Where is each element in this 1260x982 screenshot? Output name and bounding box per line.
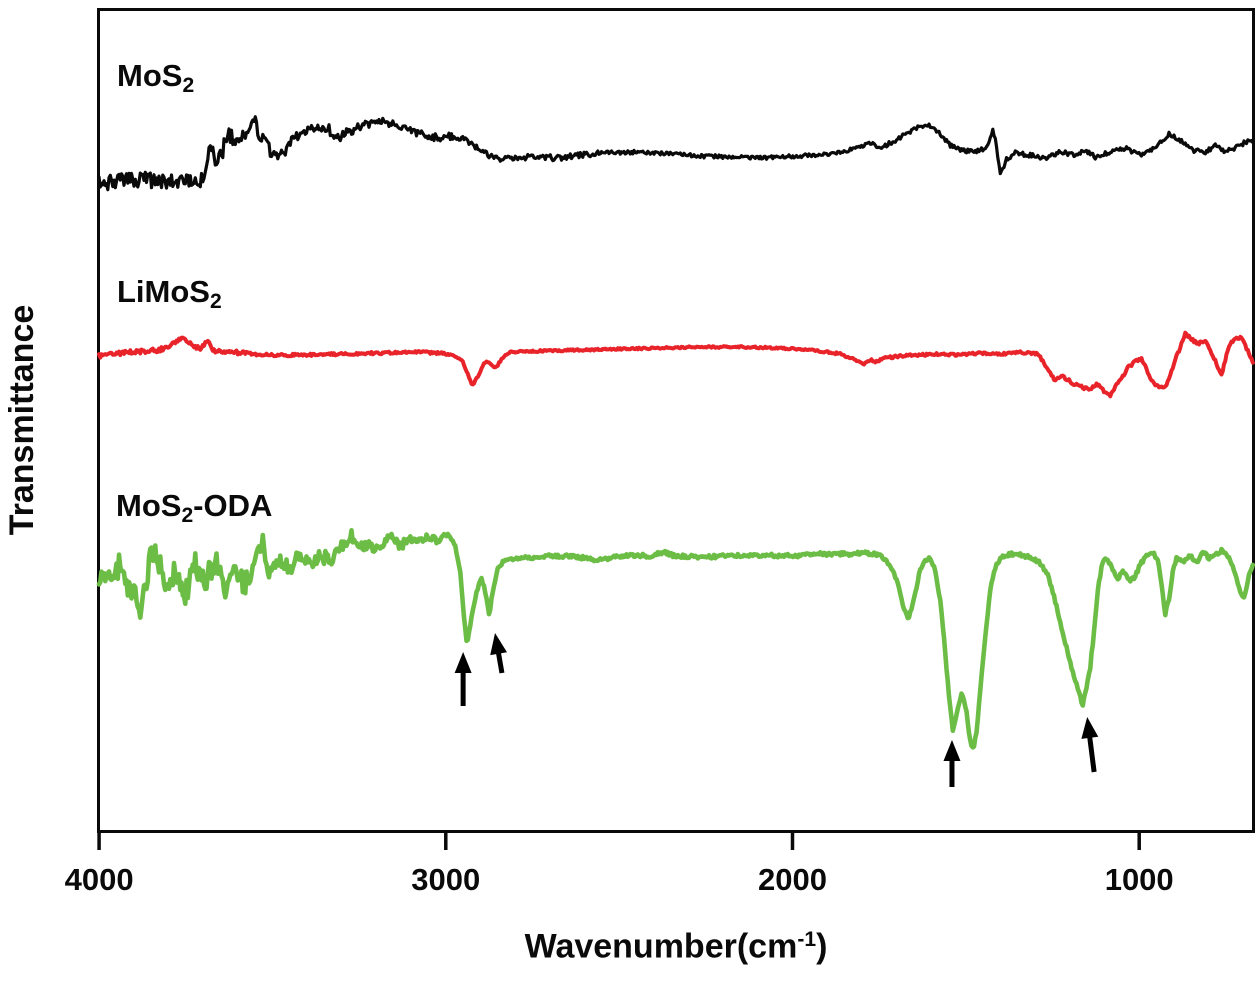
x-tick-label: 3000 [411, 862, 481, 897]
spectrum-mos2 [97, 115, 1255, 192]
peak-arrow-head [454, 652, 472, 673]
x-tick-label: 1000 [1104, 862, 1174, 897]
y-axis-title: Transmittance [3, 304, 41, 536]
y-axis-title-text: Transmittance [3, 304, 41, 536]
x-tick-label: 4000 [64, 862, 134, 897]
series-label-mos2: MoS2 [117, 58, 195, 97]
peak-arrow-head [1081, 717, 1099, 739]
series-label-limos2: LiMoS2 [117, 274, 222, 313]
spectrum-limos2 [97, 330, 1255, 399]
series-label-mos2-oda: MoS2-ODA [116, 488, 273, 527]
peak-arrow-head [490, 633, 507, 656]
spectrum-mos2-oda [96, 527, 1256, 750]
plot-frame [97, 8, 1255, 833]
x-tick-label: 2000 [758, 862, 827, 897]
peak-arrow-head [943, 740, 961, 761]
x-axis-title: Wavenumber(cm-1) [524, 927, 828, 966]
